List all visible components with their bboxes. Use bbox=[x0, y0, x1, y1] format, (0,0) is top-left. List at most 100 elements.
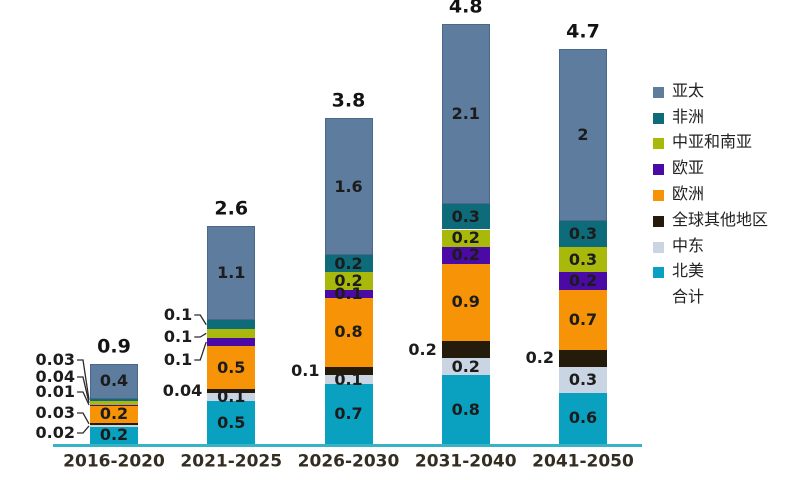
bar-segment-north-america-2026-2030 bbox=[324, 383, 373, 444]
bar-segment-central-south-asia-2021-2025 bbox=[207, 329, 256, 338]
total-value-2026-2030: 3.8 bbox=[331, 89, 366, 112]
bar-segment-eurasia-2041-2050 bbox=[559, 272, 607, 290]
segment-value-asia-pacific: 2.1 bbox=[451, 103, 480, 123]
bar-segment-north-america-2016-2020 bbox=[90, 426, 138, 444]
legend-label-asia-pacific: 亚太 bbox=[672, 80, 705, 100]
segment-value-asia-pacific: 1.6 bbox=[334, 176, 363, 196]
segment-value-north-america: 0.5 bbox=[217, 412, 246, 432]
bar-segment-europe-2026-2030 bbox=[324, 298, 373, 367]
bar-segment-eurasia-2021-2025 bbox=[207, 337, 256, 347]
bar-segment-rest-of-world-2016-2020 bbox=[90, 422, 138, 426]
callout-line-africa bbox=[194, 314, 207, 326]
callout-line-central-south-asia bbox=[77, 376, 90, 403]
segment-value-rest-of-world: 0.1 bbox=[291, 361, 320, 381]
legend-swatch-north-america bbox=[653, 267, 664, 279]
segment-value-africa: 0.03 bbox=[35, 350, 75, 369]
x-axis-label-2031-2040: 2031-2040 bbox=[414, 451, 517, 472]
bar-segment-north-america-2041-2050 bbox=[559, 392, 607, 444]
bar-segment-europe-2021-2025 bbox=[207, 346, 256, 390]
bar-segment-asia-pacific-2016-2020 bbox=[90, 364, 138, 399]
callout-line-rest-of-world bbox=[77, 412, 90, 425]
legend-label-north-america: 北美 bbox=[672, 261, 705, 281]
callout-line-middle-east bbox=[77, 425, 90, 434]
legend-item-africa: 非洲 bbox=[653, 104, 768, 130]
bar-segment-asia-pacific-2031-2040 bbox=[441, 23, 490, 204]
legend-swatch-middle-east bbox=[653, 241, 664, 253]
segment-value-eurasia: 0.01 bbox=[35, 382, 75, 401]
legend-swatch-europe bbox=[653, 190, 664, 202]
segment-value-north-america: 0.7 bbox=[334, 403, 363, 423]
x-axis-label-2041-2050: 2041-2050 bbox=[532, 451, 634, 472]
bar-segment-rest-of-world-2021-2025 bbox=[207, 389, 256, 393]
legend-label-africa: 非洲 bbox=[672, 106, 705, 126]
segment-value-middle-east: 0.2 bbox=[451, 356, 480, 376]
legend-item-total: 合计 bbox=[653, 284, 768, 310]
segment-value-africa: 0.2 bbox=[334, 253, 363, 273]
segment-value-europe: 0.8 bbox=[334, 322, 363, 342]
legend-item-north-america: 北美 bbox=[653, 259, 768, 285]
bar-segment-middle-east-2021-2025 bbox=[207, 392, 256, 402]
legend: 亚太非洲中亚和南亚欧亚欧洲 全球其他地区中东 北美合计 bbox=[653, 78, 768, 310]
bar-segment-middle-east-2031-2040 bbox=[441, 358, 490, 376]
segment-value-asia-pacific: 2 bbox=[577, 125, 589, 145]
segment-value-middle-east: 0.1 bbox=[334, 369, 363, 389]
segment-value-central-south-asia: 0.2 bbox=[451, 228, 480, 248]
legend-label-rest-of-world: 全球其他地区 bbox=[672, 209, 769, 229]
callout-line-africa bbox=[77, 359, 90, 400]
legend-item-asia-pacific: 亚太 bbox=[653, 78, 768, 104]
bar-segment-eurasia-2031-2040 bbox=[441, 246, 490, 264]
bar-segment-middle-east-2016-2020 bbox=[90, 425, 138, 427]
segment-value-middle-east: 0.1 bbox=[217, 386, 246, 406]
segment-value-north-america: 0.8 bbox=[451, 399, 480, 419]
bar-segment-middle-east-2041-2050 bbox=[559, 366, 607, 393]
bar-segment-central-south-asia-2031-2040 bbox=[441, 229, 490, 247]
legend-item-central-south-asia: 中亚和南亚 bbox=[653, 130, 768, 156]
segment-value-eurasia: 0.2 bbox=[451, 245, 480, 265]
legend-item-europe: 欧洲 bbox=[653, 181, 768, 207]
segment-value-central-south-asia: 0.1 bbox=[163, 327, 193, 346]
segment-value-rest-of-world: 0.2 bbox=[408, 339, 437, 359]
bar-segment-asia-pacific-2026-2030 bbox=[324, 117, 373, 256]
segment-value-asia-pacific: 0.4 bbox=[99, 371, 129, 391]
x-axis-line bbox=[53, 444, 642, 447]
total-value-2031-2040: 4.8 bbox=[448, 0, 483, 18]
legend-swatch-eurasia bbox=[653, 164, 664, 176]
segment-value-north-america: 0.2 bbox=[99, 425, 129, 445]
segment-value-europe: 0.7 bbox=[568, 309, 598, 329]
segment-value-eurasia: 0.2 bbox=[568, 270, 598, 290]
legend-item-middle-east: 中东 bbox=[653, 233, 768, 259]
segment-value-central-south-asia: 0.2 bbox=[334, 270, 363, 290]
bar-segment-rest-of-world-2041-2050 bbox=[559, 349, 607, 367]
total-value-2021-2025: 2.6 bbox=[214, 197, 249, 220]
callout-line-eurasia bbox=[77, 391, 90, 406]
segment-value-africa: 0.1 bbox=[163, 305, 193, 324]
bar-segment-central-south-asia-2041-2050 bbox=[559, 246, 607, 273]
bar-segment-africa-2031-2040 bbox=[441, 203, 490, 230]
bar-segment-central-south-asia-2016-2020 bbox=[90, 401, 138, 405]
total-value-2016-2020: 0.9 bbox=[97, 335, 131, 358]
legend-item-rest-of-world: 全球其他地区 bbox=[653, 207, 768, 233]
legend-label-eurasia: 欧亚 bbox=[672, 158, 705, 178]
bar-segment-europe-2031-2040 bbox=[441, 263, 490, 342]
bar-segment-asia-pacific-2041-2050 bbox=[559, 49, 607, 221]
segment-value-eurasia: 0.1 bbox=[334, 283, 363, 303]
total-value-2041-2050: 4.7 bbox=[566, 20, 600, 43]
bar-segment-rest-of-world-2031-2040 bbox=[441, 341, 490, 359]
segment-value-north-america: 0.6 bbox=[568, 408, 598, 428]
legend-label-central-south-asia: 中亚和南亚 bbox=[672, 132, 753, 152]
bar-segment-africa-2026-2030 bbox=[324, 255, 373, 273]
bar-segment-north-america-2031-2040 bbox=[441, 375, 490, 444]
segment-value-central-south-asia: 0.3 bbox=[568, 249, 598, 269]
segment-value-eurasia: 0.1 bbox=[163, 350, 193, 369]
segment-value-africa: 0.3 bbox=[451, 206, 480, 226]
x-axis-label-2016-2020: 2016-2020 bbox=[63, 451, 165, 472]
bar-segment-asia-pacific-2021-2025 bbox=[207, 226, 256, 321]
segment-value-rest-of-world: 0.04 bbox=[162, 380, 203, 400]
segment-value-europe: 0.9 bbox=[451, 292, 480, 312]
bar-segment-eurasia-2016-2020 bbox=[90, 404, 138, 406]
segment-value-asia-pacific: 1.1 bbox=[217, 263, 246, 283]
segment-value-europe: 0.2 bbox=[99, 403, 129, 423]
bar-segment-eurasia-2026-2030 bbox=[324, 289, 373, 299]
